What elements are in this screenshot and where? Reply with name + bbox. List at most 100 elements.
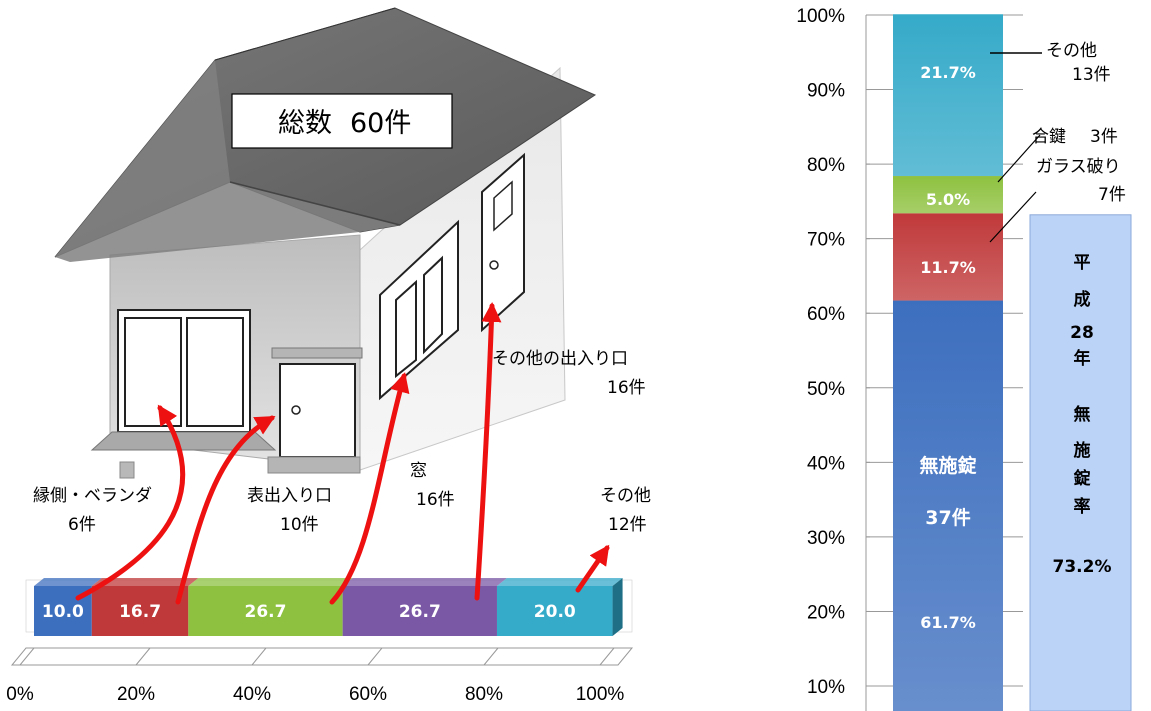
hbar-value-label-0: 10.0 bbox=[42, 602, 84, 622]
vertical-bar-chart: 10% 20% 30% 40% 50% 60% 70% 80% 90% 100% 61.7% 11.… bbox=[796, 6, 1132, 711]
annot-spare-key-count: 3件 bbox=[1090, 127, 1118, 147]
label-window-name: 窓 bbox=[410, 461, 427, 481]
label-veranda-name: 縁側・ベランダ bbox=[33, 486, 152, 506]
lock-rate-char-5: 施 bbox=[1074, 440, 1091, 461]
hbar-segment-1 bbox=[91, 586, 189, 636]
hbar-segment-2 bbox=[188, 586, 343, 636]
label-otherdoor-count: 16件 bbox=[607, 378, 646, 398]
hbar-segment-top-4 bbox=[496, 578, 623, 586]
horizontal-bar-chart: 10.0 16.7 26.7 26.7 20.0 0% 20% 40% 60% 80% 100% bbox=[6, 578, 634, 705]
vbar-value-label-1: 11.7% bbox=[920, 258, 976, 277]
vbar-main-count: 37件 bbox=[925, 506, 970, 529]
y-tick-3: 40% bbox=[807, 453, 845, 474]
lock-rate-char-2: 28 bbox=[1070, 323, 1094, 343]
x-tick-1: 20% bbox=[117, 684, 155, 705]
hbar-end-face bbox=[612, 578, 623, 636]
label-window-count: 16件 bbox=[416, 490, 455, 510]
hbar-segment-top-1 bbox=[91, 578, 199, 586]
y-axis-ticks: 10% 20% 30% 40% 50% 60% 70% 80% 90% 100% bbox=[796, 6, 1023, 698]
x-tick-0: 0% bbox=[6, 684, 34, 705]
hbar-value-label-3: 26.7 bbox=[399, 602, 441, 622]
x-tick-5: 100% bbox=[576, 684, 625, 705]
bar-value-labels: 10.0 16.7 26.7 26.7 20.0 bbox=[42, 602, 576, 622]
arrow-veranda bbox=[75, 404, 185, 601]
hbar-value-label-2: 26.7 bbox=[245, 602, 287, 622]
y-tick-2: 30% bbox=[807, 528, 845, 549]
y-tick-4: 50% bbox=[807, 379, 845, 400]
floor-grid bbox=[19, 647, 615, 666]
lock-rate-char-1: 成 bbox=[1074, 289, 1091, 310]
red-arrows bbox=[75, 302, 610, 605]
vbar-segment-3 bbox=[893, 14, 1003, 177]
house-labels: 縁側・ベランダ 6件 表出入り口 10件 窓 16件 その他の出入り口 16件 … bbox=[33, 349, 651, 535]
annot-spare-key-name: 合鍵 bbox=[1032, 127, 1066, 147]
arrow-other-door bbox=[474, 302, 502, 601]
arrow-window bbox=[329, 372, 410, 605]
x-tick-2: 40% bbox=[233, 684, 271, 705]
bar-segments bbox=[34, 578, 623, 636]
floor-grid-line-4 bbox=[483, 647, 499, 666]
vbar-segment-1 bbox=[893, 213, 1003, 301]
house-illustration: 総数 60件 bbox=[54, 7, 597, 479]
label-otherdoor-name: その他の出入り口 bbox=[492, 349, 628, 369]
vbar-value-labels: 61.7% 11.7% 5.0% 21.7% bbox=[920, 63, 976, 632]
bar-floor bbox=[10, 647, 634, 666]
annot-glass-name: ガラス破り bbox=[1036, 157, 1121, 177]
vbar-segment-0 bbox=[893, 300, 1003, 711]
floor-grid-line-0 bbox=[19, 647, 35, 666]
x-axis-ticks: 0% 20% 40% 60% 80% 100% bbox=[6, 684, 624, 705]
y-tick-0: 10% bbox=[807, 677, 845, 698]
label-other-name: その他 bbox=[600, 486, 651, 506]
hbar-segment-top-2 bbox=[188, 578, 353, 586]
floor-grid-line-5 bbox=[599, 647, 615, 666]
floor-grid-line-3 bbox=[367, 647, 383, 666]
vbar-value-label-2: 5.0% bbox=[926, 190, 970, 209]
hbar-segment-3 bbox=[342, 586, 497, 636]
label-veranda-count: 6件 bbox=[68, 515, 96, 535]
y-tick-7: 80% bbox=[807, 155, 845, 176]
annot-glass-count: 7件 bbox=[1098, 185, 1126, 205]
lock-rate-char-0: 平 bbox=[1074, 253, 1091, 273]
arrow-other bbox=[575, 544, 610, 593]
hbar-value-label-4: 20.0 bbox=[534, 602, 576, 622]
lock-rate-char-6: 錠 bbox=[1074, 468, 1091, 489]
arrow-front-door bbox=[175, 415, 276, 605]
hbar-segment-top-0 bbox=[34, 578, 102, 586]
label-front-count: 10件 bbox=[280, 515, 319, 535]
lock-rate-value: 73.2% bbox=[1053, 557, 1112, 577]
hbar-segment-4 bbox=[496, 586, 613, 636]
lock-rate-char-3: 年 bbox=[1074, 348, 1091, 369]
vbar-annotations: その他 13件 合鍵 3件 ガラス破り 7件 bbox=[989, 41, 1126, 243]
total-value: 60件 bbox=[350, 108, 411, 139]
side-windows bbox=[379, 219, 459, 401]
floor-grid-line-2 bbox=[251, 647, 267, 666]
hbar-value-label-1: 16.7 bbox=[119, 602, 161, 622]
side-door bbox=[481, 152, 525, 333]
total-box bbox=[231, 93, 453, 149]
x-tick-3: 60% bbox=[349, 684, 387, 705]
hbar-segment-top-3 bbox=[342, 578, 507, 586]
vbar-segment-2 bbox=[893, 176, 1003, 214]
annot-other-name: その他 bbox=[1046, 41, 1097, 61]
x-tick-4: 80% bbox=[465, 684, 503, 705]
label-other-count: 12件 bbox=[608, 515, 647, 535]
vbar-value-label-0: 61.7% bbox=[920, 613, 976, 632]
label-front-name: 表出入り口 bbox=[247, 486, 332, 506]
total-label: 総数 bbox=[278, 108, 332, 139]
y-tick-1: 20% bbox=[807, 602, 845, 623]
front-door bbox=[267, 347, 363, 474]
lock-rate-bar bbox=[1029, 214, 1132, 711]
y-tick-6: 70% bbox=[807, 230, 845, 251]
vbar-value-label-3: 21.7% bbox=[920, 63, 976, 82]
house-roof-front bbox=[55, 60, 400, 262]
y-tick-9: 100% bbox=[796, 6, 845, 27]
annot-other-count: 13件 bbox=[1072, 65, 1111, 85]
y-tick-8: 90% bbox=[807, 81, 845, 102]
y-tick-5: 60% bbox=[807, 304, 845, 325]
floor-grid-line-1 bbox=[135, 647, 151, 666]
lock-rate-char-4: 無 bbox=[1074, 404, 1091, 425]
vbar-main-label: 無施錠 bbox=[919, 454, 976, 477]
veranda-window bbox=[117, 309, 251, 433]
